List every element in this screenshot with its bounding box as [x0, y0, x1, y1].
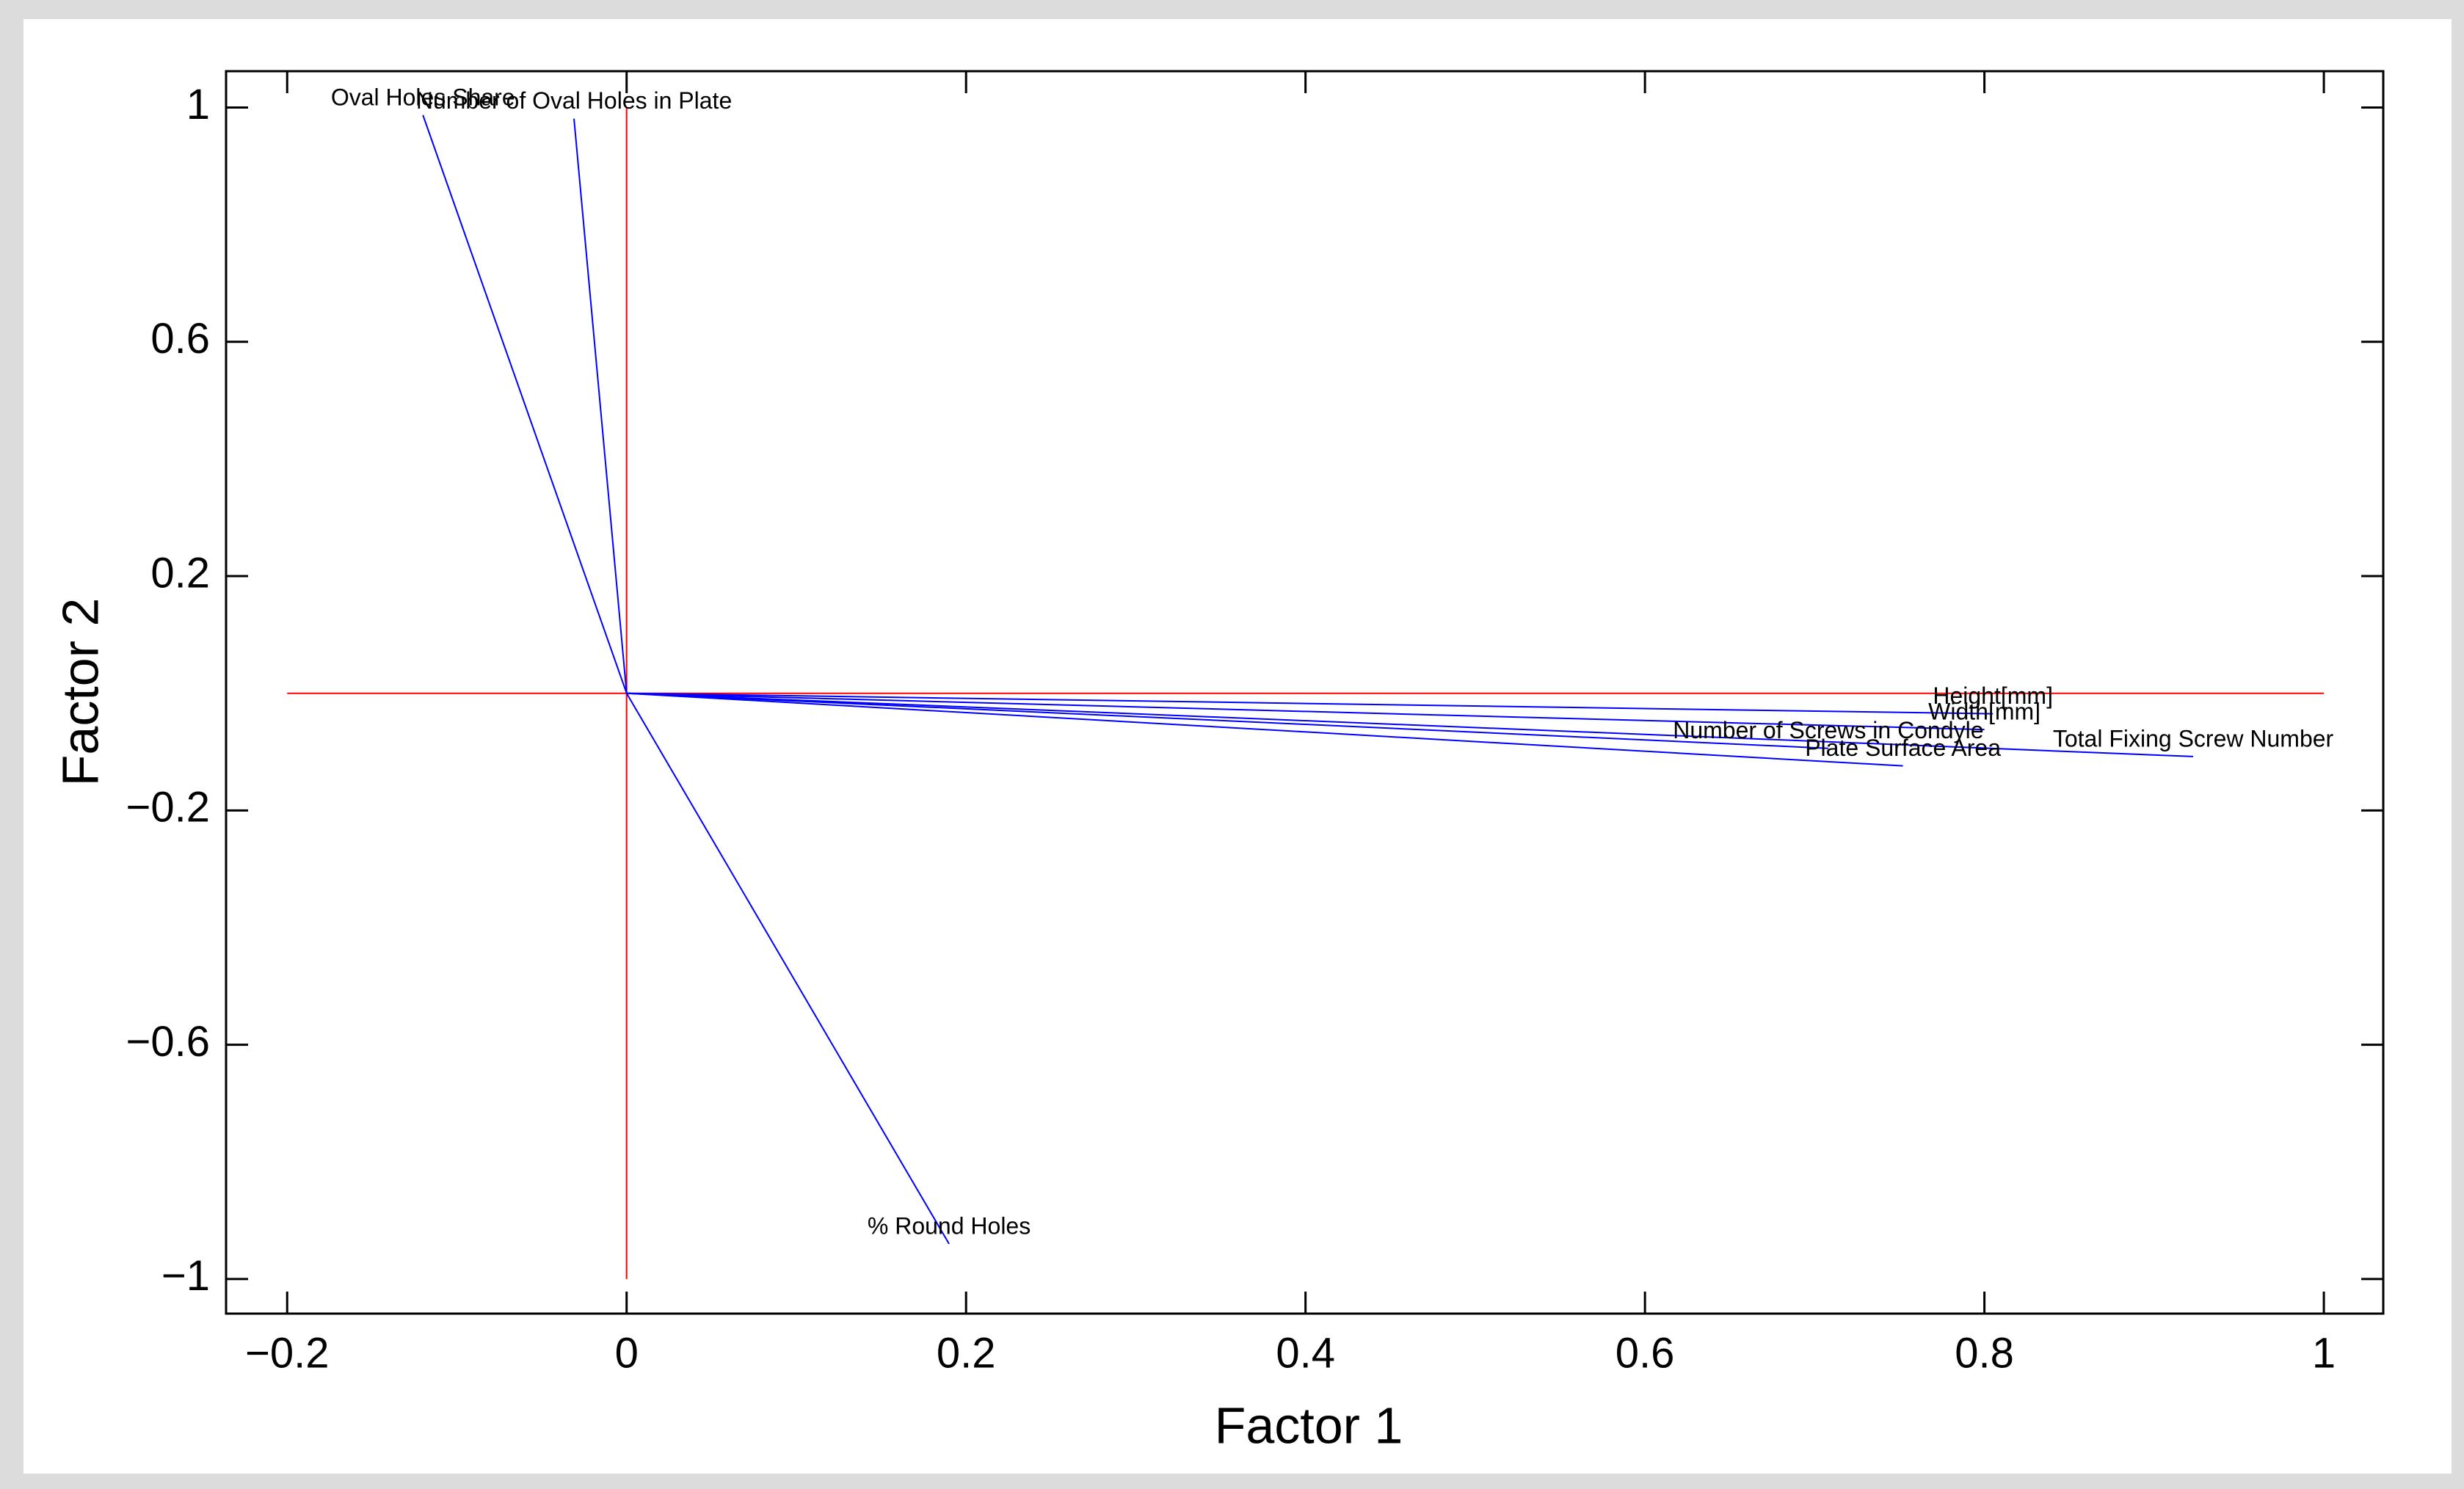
x-tick-label: 0.2 — [937, 1329, 996, 1377]
loading-vector — [422, 114, 628, 694]
loading-vector — [626, 692, 2194, 757]
vector-label: Plate Surface Area — [1805, 735, 2001, 761]
x-tick-label: 0.6 — [1616, 1329, 1675, 1377]
y-tick-label: 1 — [186, 81, 210, 128]
x-tick-label: 1 — [2312, 1329, 2336, 1377]
y-tick-label: −1 — [161, 1252, 210, 1300]
x-tick-label: −0.2 — [245, 1329, 330, 1377]
chart-background — [23, 19, 2452, 1474]
loading-vector — [625, 693, 950, 1245]
y-tick-label: 0.2 — [150, 549, 210, 597]
loading-vector — [626, 692, 1994, 715]
vector-label: Number of Oval Holes in Plate — [416, 87, 732, 114]
vector-label: Height[mm] — [1933, 682, 2053, 709]
x-tick-label: 0 — [615, 1329, 639, 1377]
loading-vector — [626, 692, 1985, 731]
y-axis-title: Factor 2 — [51, 598, 109, 787]
x-axis-title: Factor 1 — [1215, 1397, 1403, 1454]
vector-label: Total Fixing Screw Number — [2053, 725, 2334, 751]
vector-label: Oval Holes Share — [331, 84, 515, 110]
vector-label: Width[mm] — [1928, 699, 2040, 725]
x-tick-label: 0.4 — [1276, 1329, 1335, 1377]
vector-label: Number of Screws in Condyle — [1673, 717, 1983, 743]
y-tick-label: 0.6 — [150, 315, 210, 363]
vector-label: % Round Holes — [868, 1212, 1031, 1239]
loading-vector — [626, 692, 1828, 749]
y-tick-label: −0.2 — [126, 784, 211, 831]
loading-vector — [626, 692, 1903, 767]
y-tick-label: −0.6 — [126, 1018, 211, 1066]
x-tick-label: 0.8 — [1955, 1329, 2014, 1377]
loading-vector — [573, 118, 628, 693]
